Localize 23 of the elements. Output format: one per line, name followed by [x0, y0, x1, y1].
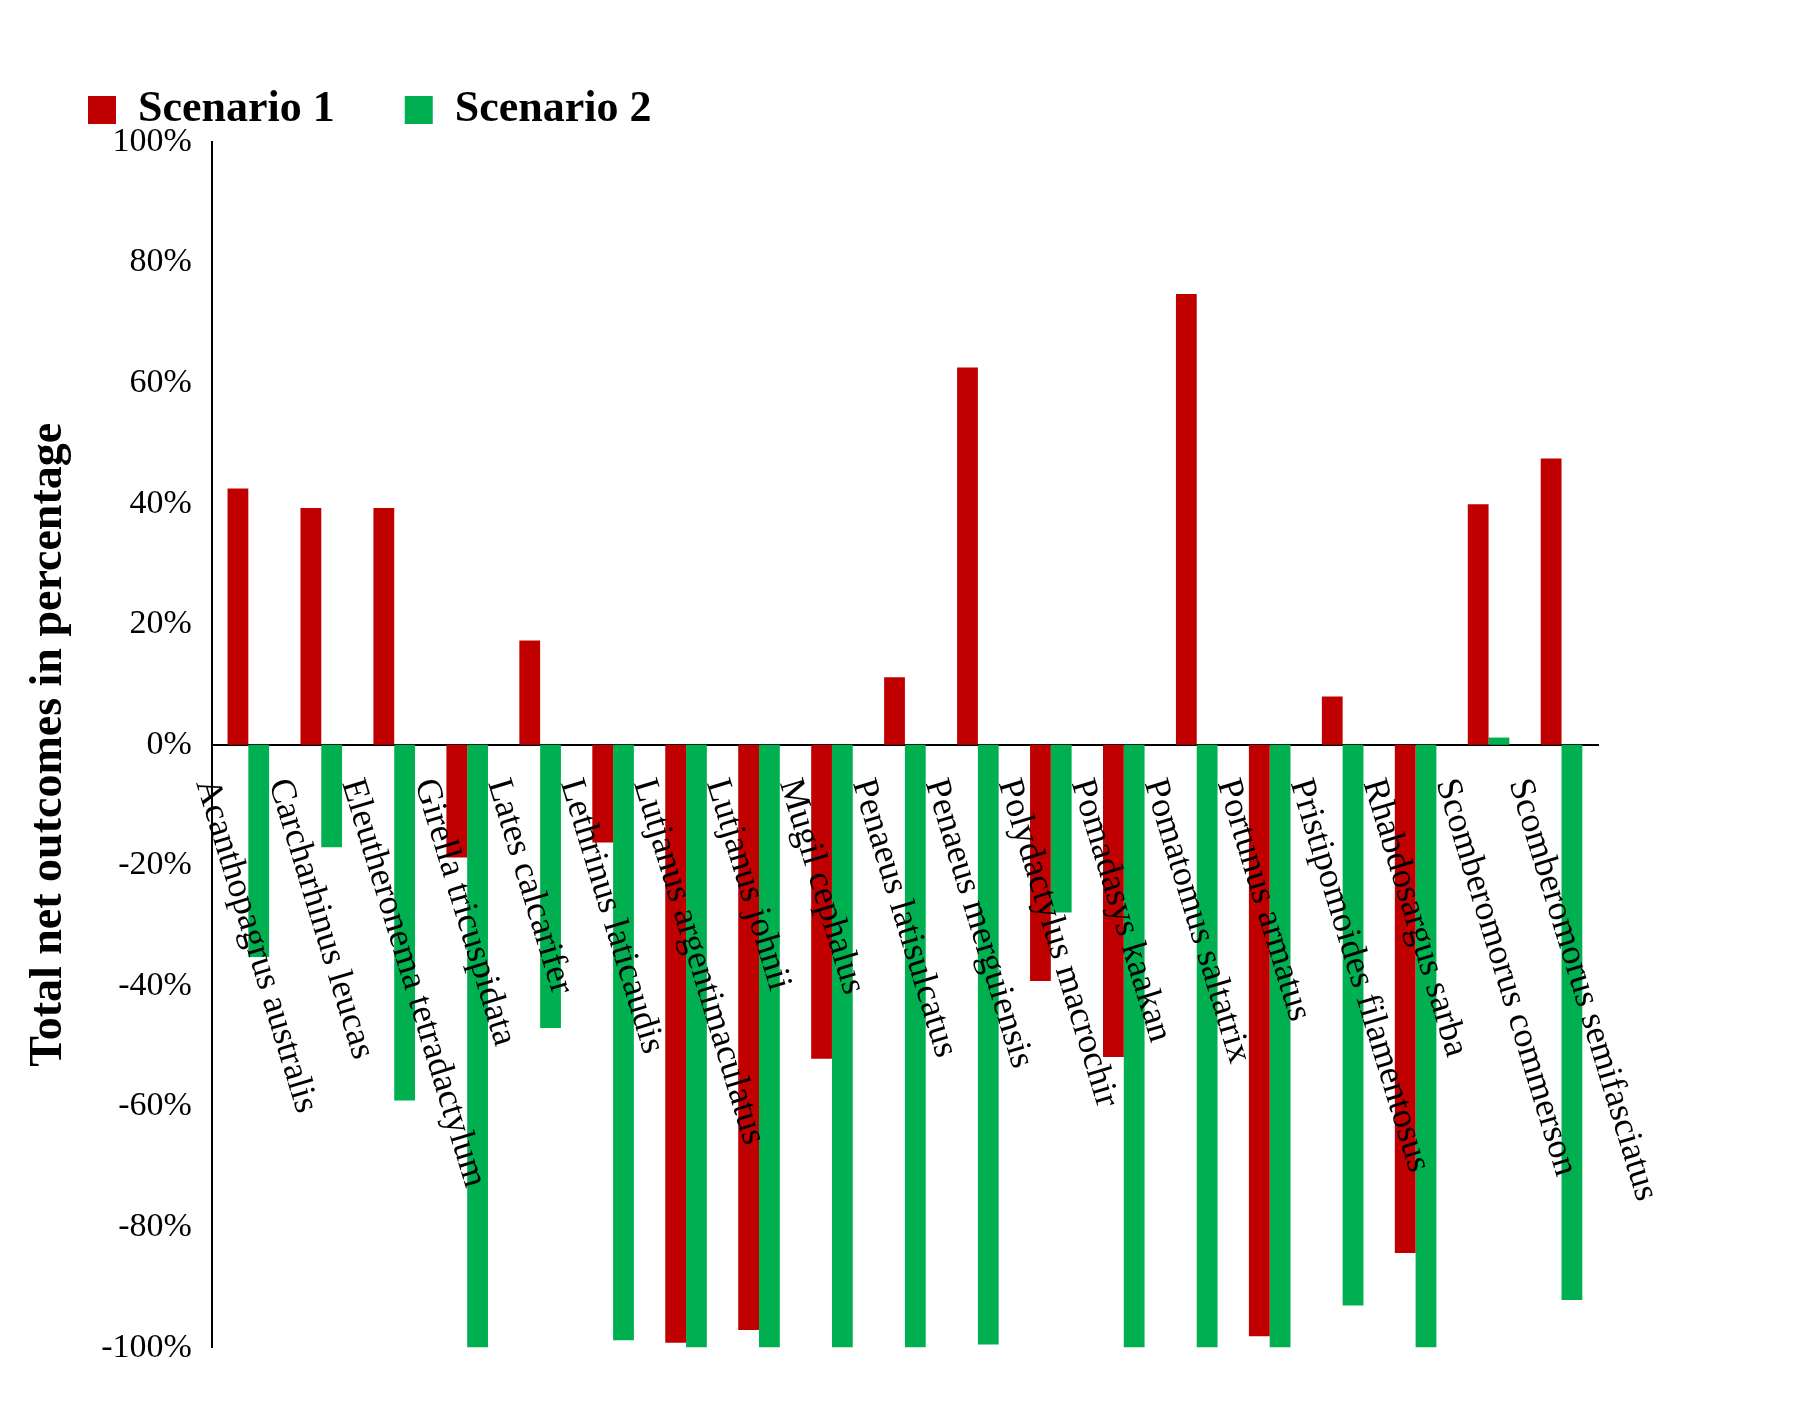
y-tick-label: -20% [118, 844, 192, 882]
y-tick-label: -100% [101, 1326, 192, 1364]
bar [519, 640, 541, 745]
bar [957, 367, 978, 745]
y-axis-title: Total net outcomes in percentage [20, 422, 72, 1067]
bar [1467, 504, 1489, 745]
y-tick-label: 20% [129, 603, 192, 641]
bar [1175, 293, 1197, 745]
bar [1540, 458, 1562, 745]
bar [373, 507, 395, 745]
y-tick-label: 40% [129, 482, 192, 520]
y-tick-label: -40% [118, 964, 192, 1002]
y-tick-label: -80% [118, 1205, 192, 1243]
legend-label: Scenario 2 [454, 82, 652, 132]
bar [1321, 696, 1343, 745]
y-tick-label: -60% [118, 1085, 192, 1123]
bar [884, 677, 905, 745]
bar [300, 507, 322, 745]
bar [227, 488, 249, 745]
y-tick-label: 0% [146, 723, 192, 761]
y-tick-label: 60% [129, 362, 192, 400]
bar [1488, 737, 1510, 745]
y-tick-label: 80% [129, 241, 192, 279]
